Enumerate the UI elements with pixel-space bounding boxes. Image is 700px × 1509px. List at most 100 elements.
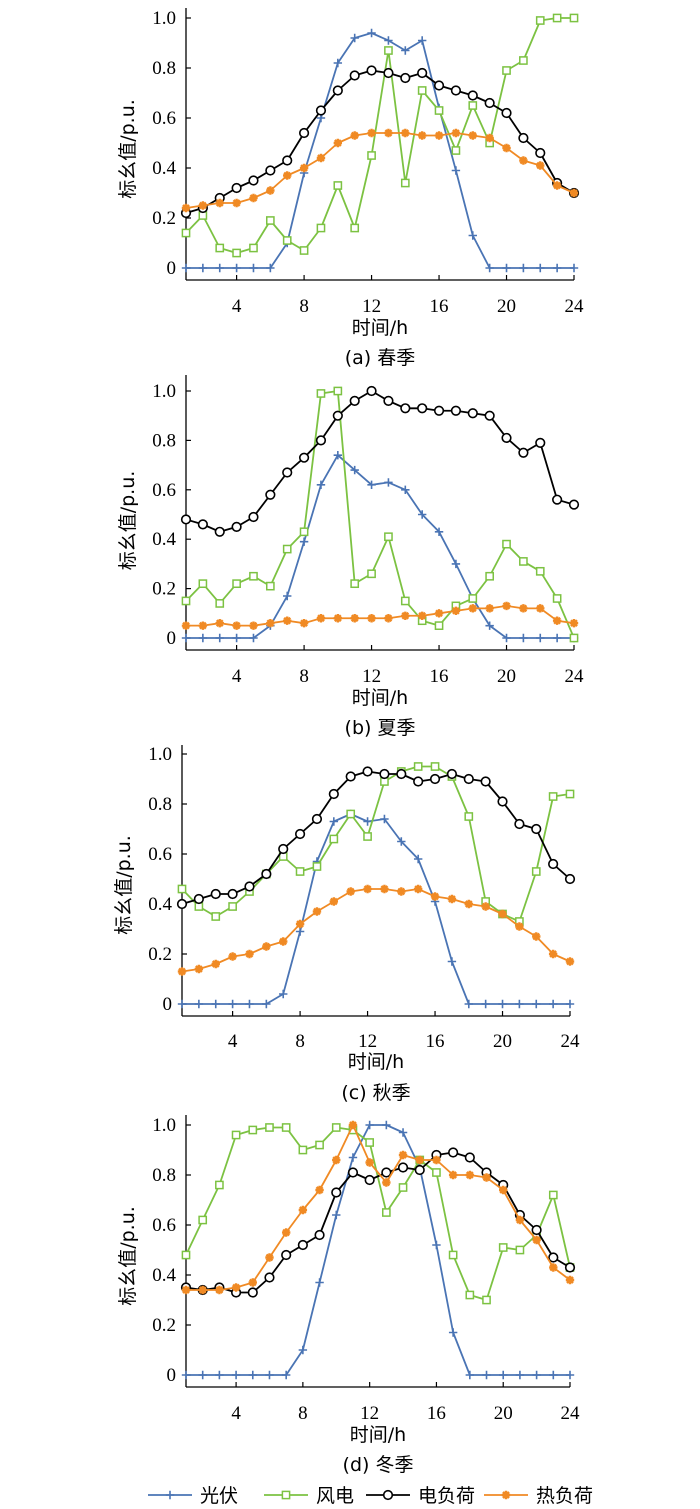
- x-tick-label: 16: [426, 1031, 445, 1052]
- data-point: [499, 1185, 508, 1195]
- data-point: [249, 633, 258, 643]
- data-point: [211, 912, 221, 921]
- x-tick-label: 20: [493, 1031, 512, 1052]
- data-point: [249, 243, 258, 253]
- data-point: [333, 451, 343, 460]
- data-point: [451, 606, 461, 616]
- data-point: [380, 884, 389, 894]
- data-point: [518, 447, 529, 458]
- data-point: [315, 1278, 324, 1287]
- x-tick-label: 12: [362, 296, 381, 317]
- data-point: [501, 432, 512, 444]
- data-point: [231, 1130, 241, 1140]
- data-point: [298, 1145, 308, 1155]
- data-point: [298, 127, 310, 139]
- data-point: [194, 964, 204, 974]
- data-point: [299, 618, 309, 628]
- x-axis-label: 时间/h: [352, 317, 408, 339]
- data-point: [414, 1164, 425, 1176]
- data-point: [531, 1224, 542, 1236]
- data-point: [502, 633, 511, 643]
- data-point: [312, 862, 322, 871]
- x-tick-label: 24: [561, 1031, 581, 1052]
- data-point: [264, 1272, 275, 1283]
- data-point: [502, 143, 511, 153]
- data-point: [430, 892, 440, 901]
- data-point: [535, 16, 545, 25]
- data-point: [333, 58, 343, 68]
- data-point: [281, 1249, 292, 1261]
- data-point: [384, 478, 393, 487]
- data-point: [384, 46, 393, 55]
- series-电负荷: [180, 1147, 576, 1298]
- data-point: [485, 133, 494, 143]
- series-风电: [181, 13, 579, 258]
- data-point: [485, 604, 494, 613]
- data-point: [245, 949, 254, 959]
- data-point: [502, 539, 511, 549]
- x-tick-label: 16: [427, 1403, 446, 1424]
- data-point: [181, 633, 191, 643]
- data-point: [429, 773, 441, 785]
- data-point: [532, 1370, 541, 1380]
- data-point: [198, 1370, 207, 1380]
- data-point: [447, 894, 457, 904]
- data-point: [181, 263, 191, 273]
- data-point: [278, 843, 289, 855]
- data-point: [210, 888, 221, 900]
- data-point: [536, 161, 545, 170]
- x-tick-label: 16: [430, 666, 449, 687]
- data-point: [413, 884, 423, 894]
- x-tick-label: 20: [494, 1403, 513, 1424]
- data-point: [467, 408, 478, 419]
- data-point: [350, 579, 360, 589]
- data-point: [232, 621, 241, 630]
- legend-label: 光伏: [200, 1485, 238, 1507]
- data-point: [316, 614, 326, 623]
- series-line: [186, 1124, 570, 1376]
- series-光伏: [181, 1120, 575, 1380]
- data-point: [265, 489, 276, 500]
- x-tick-label: 12: [360, 1403, 379, 1424]
- data-point: [367, 480, 376, 490]
- data-point: [248, 511, 259, 523]
- data-point: [484, 97, 495, 109]
- data-point: [198, 1285, 207, 1295]
- series-line: [186, 1124, 571, 1291]
- data-point: [294, 828, 306, 840]
- data-point: [332, 1210, 341, 1220]
- data-point: [482, 1370, 491, 1380]
- chart-panel-4: 0 0.2 0.4 0.6 0.8 1.0 4 8 12 16 20 24 标幺值/p.u. 时间/h (d…: [117, 1115, 580, 1476]
- data-point: [413, 776, 424, 787]
- data-point: [415, 1155, 424, 1165]
- data-point: [499, 1370, 508, 1380]
- series-line: [185, 69, 575, 214]
- x-tick-label: 8: [299, 296, 309, 317]
- x-tick-label: 8: [298, 1403, 308, 1424]
- data-point: [519, 156, 528, 165]
- y-tick-label: 0.2: [152, 208, 176, 229]
- y-axis-label: 标幺值/p.u.: [113, 835, 135, 935]
- data-point: [519, 263, 528, 273]
- data-point: [401, 128, 410, 138]
- data-point: [299, 246, 309, 255]
- data-point: [552, 181, 562, 190]
- data-point: [382, 1120, 391, 1130]
- data-point: [564, 873, 576, 885]
- data-point: [417, 86, 427, 95]
- data-point: [367, 569, 376, 579]
- data-point: [348, 1120, 358, 1130]
- data-point: [281, 1123, 291, 1132]
- data-point: [366, 385, 377, 397]
- data-point: [464, 899, 473, 909]
- data-point: [397, 1162, 409, 1173]
- data-point: [485, 621, 494, 630]
- data-point: [400, 72, 411, 84]
- x-tick-label: 12: [362, 666, 381, 687]
- data-point: [519, 56, 528, 65]
- data-point: [350, 131, 359, 140]
- data-point: [564, 1262, 576, 1273]
- data-point: [502, 601, 511, 611]
- y-tick-label: 0.6: [152, 1215, 176, 1236]
- data-point: [398, 1150, 408, 1160]
